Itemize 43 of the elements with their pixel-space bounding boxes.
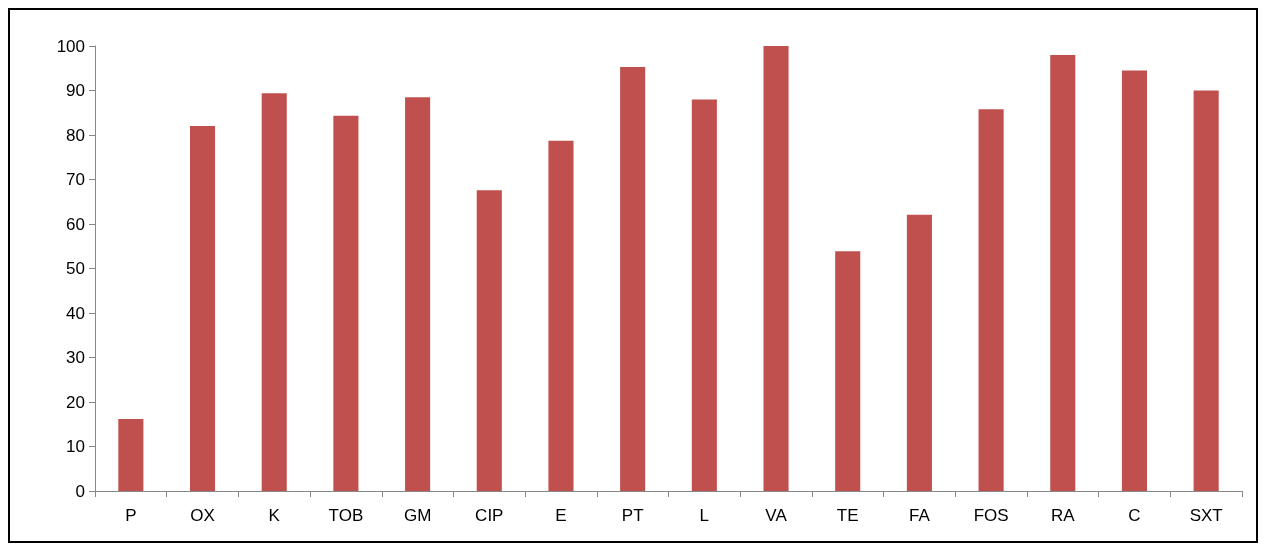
x-tick-label: TOB (328, 506, 364, 525)
bar (118, 418, 144, 491)
x-tick-label: P (125, 506, 137, 525)
bar (189, 126, 216, 491)
bar (763, 46, 789, 491)
x-tick-label: C (1128, 506, 1141, 525)
y-tick-label: 0 (75, 481, 85, 501)
bar (835, 251, 861, 491)
x-tick-label: K (268, 506, 281, 525)
bar (261, 93, 287, 491)
bar (548, 140, 574, 491)
x-tick-label: PT (621, 506, 644, 525)
bar (620, 66, 646, 491)
bar (906, 214, 932, 491)
bar (1193, 90, 1219, 491)
y-tick-label: 80 (66, 125, 85, 145)
y-tick-label: 30 (66, 348, 85, 367)
bar (405, 97, 431, 491)
bar (1050, 54, 1076, 491)
x-tick-label: CIP (475, 506, 504, 525)
x-tick-label: E (555, 506, 567, 525)
bar (1121, 70, 1148, 491)
y-tick-label: 10 (66, 437, 85, 456)
bar (978, 109, 1004, 491)
y-tick-label: 100 (56, 36, 85, 56)
y-tick-label: 90 (66, 81, 85, 100)
x-tick-label: TE (836, 506, 859, 525)
x-tick-label: RA (1050, 506, 1076, 525)
bar (333, 115, 359, 491)
x-tick-label: GM (403, 506, 432, 525)
x-tick-label: VA (765, 506, 788, 525)
y-tick-label: 20 (66, 392, 85, 412)
y-tick-label: 40 (66, 303, 85, 323)
x-tick-label: FOS (973, 506, 1009, 525)
y-tick-label: 50 (66, 259, 85, 278)
x-tick-label: SXT (1189, 506, 1223, 525)
y-tick-label: 70 (66, 170, 85, 189)
x-tick-label: L (699, 506, 710, 525)
bar (476, 190, 502, 491)
x-tick-label: FA (909, 506, 931, 525)
x-tick-label: OX (190, 506, 215, 525)
bar (691, 99, 717, 491)
y-tick-label: 60 (66, 214, 85, 234)
